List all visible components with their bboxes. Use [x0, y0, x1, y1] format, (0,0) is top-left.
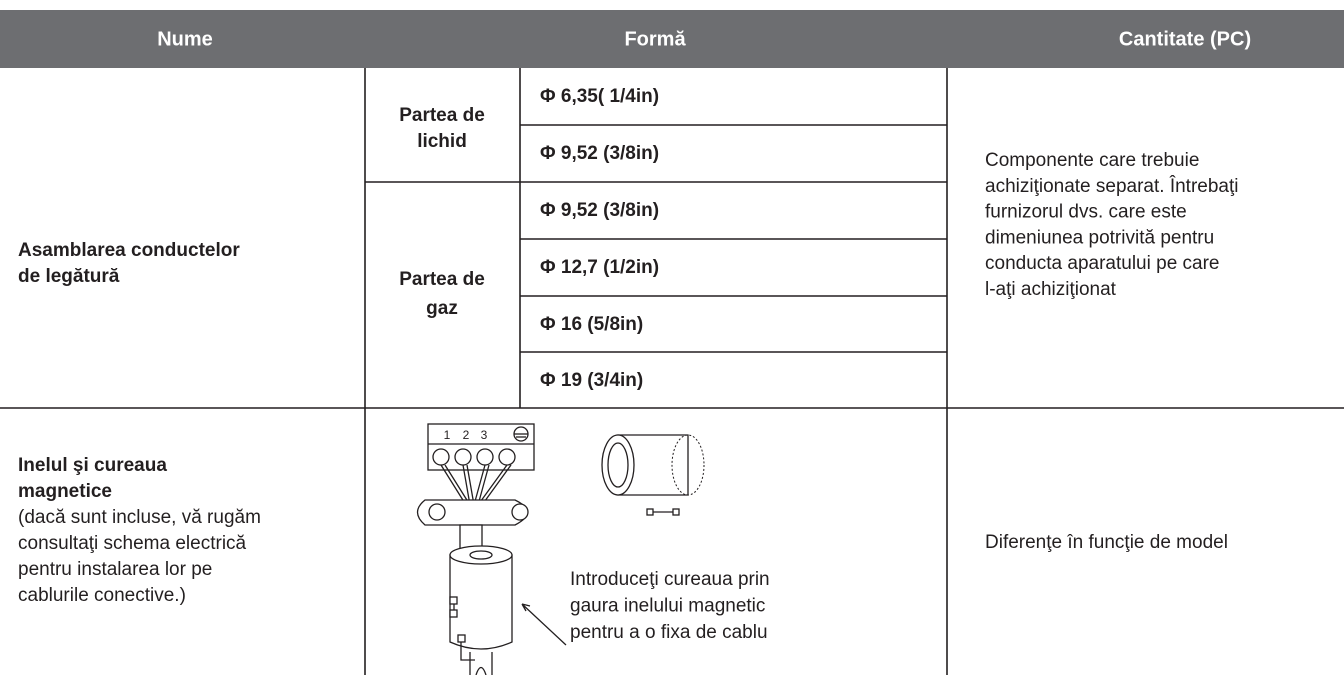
quantity-line: furnizorul dvs. care este [985, 202, 1187, 223]
name-note-line: cablurile conective.) [18, 585, 186, 606]
terminal-label: 1 [444, 428, 451, 442]
header-cell: Nume [157, 28, 213, 50]
quantity-line: Componente care trebuie [985, 150, 1199, 171]
diagram-note-line: gaura inelului magnetic [570, 596, 765, 617]
name-note-line: (dacă sunt incluse, vă rugăm [18, 507, 261, 528]
group-label: Partea de [399, 269, 485, 290]
header-cell: Cantitate (PC) [1119, 28, 1251, 50]
grid [0, 68, 1344, 675]
name: Asamblarea conductelor [18, 240, 240, 261]
diagram-note-line: pentru a o fixa de cablu [570, 622, 768, 643]
size: Φ 9,52 (3/8in) [540, 200, 659, 221]
size: Φ 12,7 (1/2in) [540, 257, 659, 278]
header-bar [0, 10, 1344, 68]
group-label: gaz [426, 298, 458, 319]
quantity-line: l-aţi achiziţionat [985, 279, 1117, 300]
quantity-line: conducta aparatului pe care [985, 253, 1220, 274]
name: Inelul şi cureaua [18, 455, 167, 476]
diagram-note-line: Introduceţi cureaua prin [570, 569, 770, 590]
size: Φ 16 (5/8in) [540, 314, 643, 335]
name: magnetice [18, 481, 112, 502]
diagram-note: Introduceţi cureaua prin gaura inelului m… [570, 569, 770, 643]
group-label: lichid [417, 131, 467, 152]
quantity-line: dimeniunea potrivită pentru [985, 227, 1214, 248]
quantity-line: achiziţionate separat. Întrebaţi [985, 175, 1239, 197]
quantity: Componente care trebuie achiziţionate sep… [985, 150, 1239, 300]
name-note-line: pentru instalarea lor pe [18, 559, 212, 580]
diagram: 1 2 3 [416, 423, 705, 675]
name: de legătură [18, 266, 120, 287]
size: Φ 19 (3/4in) [540, 370, 643, 391]
header-cell: Formă [624, 28, 686, 50]
terminal-label: 2 [463, 428, 470, 442]
name-note: (dacă sunt incluse, vă rugăm consultaţi s… [18, 507, 261, 606]
size: Φ 9,52 (3/8in) [540, 143, 659, 164]
terminal-label: 3 [481, 428, 488, 442]
name-note-line: consultaţi schema electrică [18, 533, 247, 554]
size: Φ 6,35( 1/4in) [540, 86, 659, 107]
quantity: Diferenţe în funcţie de model [985, 532, 1228, 553]
group-label: Partea de [399, 105, 485, 126]
